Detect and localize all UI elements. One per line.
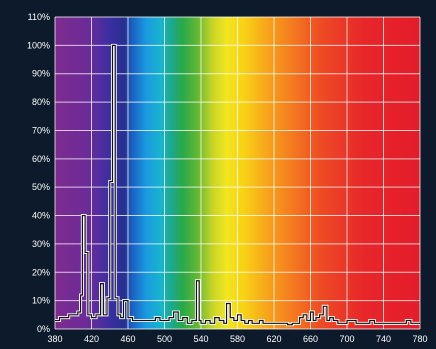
y-tick-label: 70% (32, 125, 50, 135)
x-axis-ticks: 380 420 460 500 540 580 620 660 700 740 780 (47, 334, 427, 344)
y-tick-label: 20% (32, 267, 50, 277)
x-tick-label: 540 (193, 334, 208, 344)
y-tick-label: 50% (32, 182, 50, 192)
y-tick-label: 0% (37, 324, 50, 334)
x-tick-label: 380 (47, 334, 62, 344)
y-tick-label: 100% (27, 40, 50, 50)
y-tick-label: 10% (32, 296, 50, 306)
grid-lines (54, 16, 421, 330)
y-tick-label: 60% (32, 154, 50, 164)
x-tick-label: 660 (303, 334, 318, 344)
x-tick-label: 780 (412, 334, 427, 344)
y-tick-label: 40% (32, 211, 50, 221)
x-tick-label: 580 (230, 334, 245, 344)
x-tick-label: 740 (376, 334, 391, 344)
x-tick-label: 420 (84, 334, 99, 344)
x-tick-label: 620 (266, 334, 281, 344)
x-tick-label: 500 (157, 334, 172, 344)
y-tick-label: 110% (28, 12, 50, 22)
y-axis-ticks: 0% 10% 20% 30% 40% 50% 60% 70% 80% 90% 100% 110% (27, 12, 50, 334)
spectrum-line-inner (55, 44, 420, 326)
y-tick-label: 90% (32, 69, 50, 79)
x-tick-label: 700 (339, 334, 354, 344)
y-tick-label: 80% (32, 97, 50, 107)
y-tick-label: 30% (32, 239, 50, 249)
x-tick-label: 460 (120, 334, 135, 344)
